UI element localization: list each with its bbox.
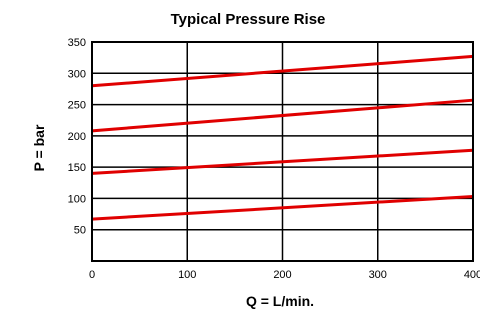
x-tick-label-2: 200 (273, 269, 291, 281)
series-layer (91, 54, 474, 221)
y-tick-label-4: 250 (68, 100, 86, 112)
series-line-3 (91, 148, 474, 175)
y-tick-label-6: 350 (68, 37, 86, 49)
chart-title: Typical Pressure Rise (171, 11, 326, 28)
y-tick-label-5: 300 (68, 68, 86, 80)
x-tick-label-4: 400 (464, 269, 480, 281)
y-axis-label: P = bar (31, 124, 47, 171)
y-tick-label-3: 200 (68, 131, 86, 143)
y-tick-labels: 50 100 150 200 250 300 350 (68, 37, 86, 237)
y-tick-label-1: 100 (68, 193, 86, 205)
x-tick-labels: 0 100 200 300 400 (89, 269, 480, 281)
series-line-4 (91, 195, 474, 221)
grid (92, 42, 473, 261)
x-tick-label-1: 100 (178, 269, 196, 281)
y-tick-label-2: 150 (68, 162, 86, 174)
series-line-1 (91, 54, 474, 88)
x-axis-label: Q = L/min. (246, 293, 314, 309)
plot-frame (91, 41, 474, 262)
x-tick-label-3: 300 (369, 269, 387, 281)
y-tick-label-0: 50 (74, 225, 86, 237)
x-tick-label-0: 0 (89, 269, 95, 281)
series-line-2 (91, 98, 474, 133)
